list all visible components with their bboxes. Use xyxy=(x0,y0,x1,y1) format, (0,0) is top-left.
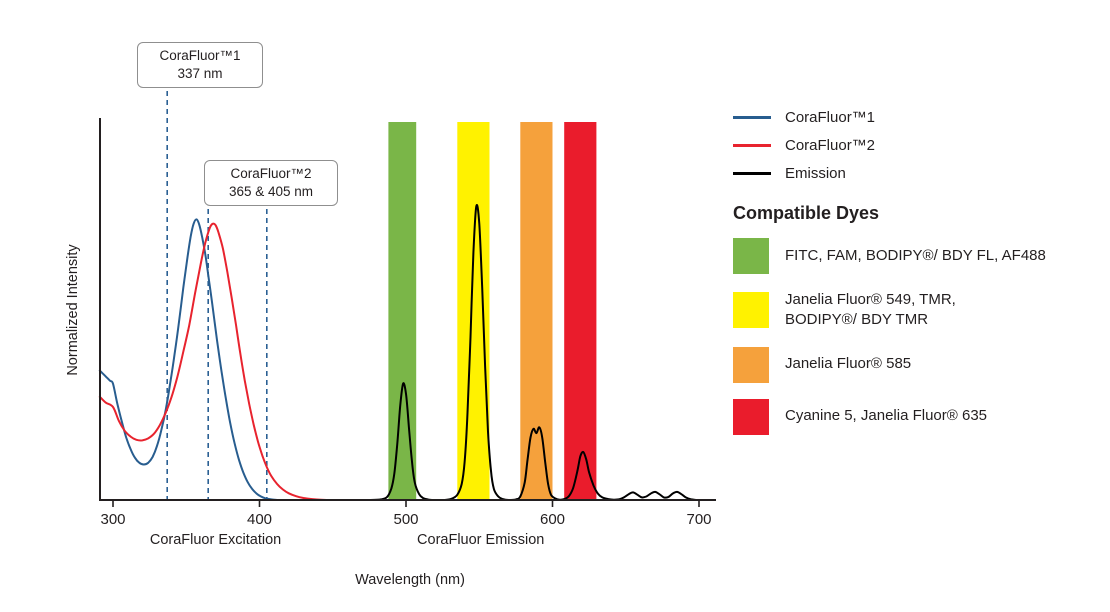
filter-band-green xyxy=(388,122,417,499)
annotation-corafluor1-title: CoraFluor™1 xyxy=(159,48,241,63)
emission-curve xyxy=(339,204,698,502)
dye-item-yellow: Janelia Fluor® 549, TMR, BODIPY®/ BDY TM… xyxy=(733,290,1105,331)
filter-band-orange xyxy=(520,122,553,499)
x-tick-label-600: 600 xyxy=(540,511,565,528)
compatible-dyes-heading: Compatible Dyes xyxy=(733,203,880,223)
y-axis-title: Normalized Intensity xyxy=(65,244,81,376)
dye-swatch-green xyxy=(733,238,769,274)
annotation-corafluor1: CoraFluor™1 337 nm xyxy=(137,42,263,89)
dye-label-yellow: Janelia Fluor® 549, TMR, BODIPY®/ BDY TM… xyxy=(785,291,956,329)
annotation-corafluor1-value: 337 nm xyxy=(177,66,223,82)
spectra-chart: 300 400 500 600 700 CoraFluor Excitation CoraF… xyxy=(65,82,716,588)
x-tick-label-300: 300 xyxy=(100,511,125,528)
dye-swatch-yellow xyxy=(733,292,769,329)
legend-label-corafluor1: CoraFluor™1 xyxy=(785,108,876,126)
dye-label-green: FITC, FAM, BODIPY®/ BDY FL, AF488 xyxy=(785,246,1046,264)
dye-item-red: Cyanine 5, Janelia Fluor® 635 xyxy=(733,398,1105,435)
filter-band-yellow xyxy=(457,122,490,499)
legend-item-emission: Emission xyxy=(733,159,1105,187)
legend: CoraFluor™1 CoraFluor™2 Emission Compati… xyxy=(733,103,1105,451)
legend-line-swatch-corafluor1 xyxy=(733,115,771,119)
x-section-label-1: CoraFluor Emission xyxy=(417,532,544,548)
annotation-corafluor2-title: CoraFluor™2 xyxy=(230,166,312,181)
excitation-curve-corafluor2 xyxy=(98,222,334,501)
legend-item-corafluor1: CoraFluor™1 xyxy=(733,103,1105,131)
excitation-curve-corafluor1 xyxy=(98,218,279,501)
dye-swatch-orange xyxy=(733,346,769,383)
dye-swatch-red xyxy=(733,398,769,435)
dye-item-orange: Janelia Fluor® 585 xyxy=(733,346,1105,383)
x-tick-label-500: 500 xyxy=(393,511,418,528)
dye-label-orange: Janelia Fluor® 585 xyxy=(785,355,912,373)
legend-label-emission: Emission xyxy=(785,164,846,182)
legend-item-corafluor2: CoraFluor™2 xyxy=(733,131,1105,159)
legend-line-swatch-emission xyxy=(733,171,771,175)
annotation-corafluor2: CoraFluor™2 365 & 405 nm xyxy=(204,160,338,207)
legend-line-swatch-corafluor2 xyxy=(733,143,771,147)
x-tick-label-700: 700 xyxy=(686,511,711,528)
x-tick-label-400: 400 xyxy=(247,511,272,528)
legend-label-corafluor2: CoraFluor™2 xyxy=(785,136,876,154)
dye-item-green: FITC, FAM, BODIPY®/ BDY FL, AF488 xyxy=(733,238,1105,274)
annotation-corafluor2-value: 365 & 405 nm xyxy=(228,184,314,200)
x-section-label-0: CoraFluor Excitation xyxy=(150,532,281,548)
x-axis-title: Wavelength (nm) xyxy=(355,572,465,588)
dye-label-red: Cyanine 5, Janelia Fluor® 635 xyxy=(785,407,988,425)
filter-band-red xyxy=(564,122,597,499)
